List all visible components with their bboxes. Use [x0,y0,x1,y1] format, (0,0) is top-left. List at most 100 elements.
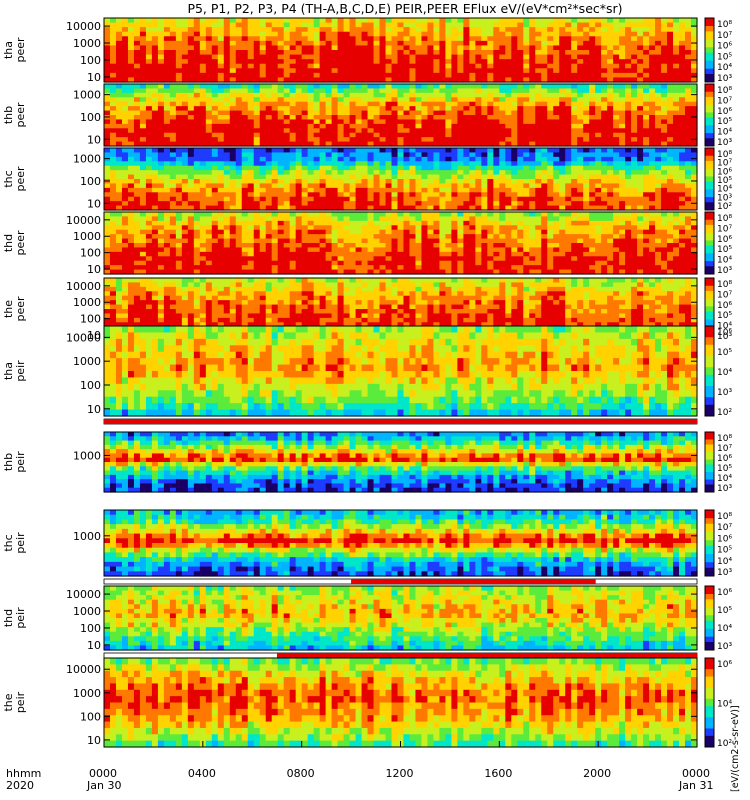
heat-cell [499,165,506,171]
heat-cell [211,22,219,28]
heat-cell [163,128,171,134]
heat-cell [361,260,369,266]
heat-cell [229,269,237,275]
heat-cell [289,265,297,271]
heat-cell [625,132,632,138]
heat-cell [493,123,500,129]
heat-cell [169,201,177,207]
heat-cell [175,123,183,129]
heat-cell [175,161,183,167]
heat-cell [607,77,614,83]
heat-cell [109,88,117,94]
heat-cell [295,84,303,90]
heat-cell [259,36,267,42]
heat-cell [313,101,321,107]
heat-cell [367,22,375,28]
heat-cell [331,36,339,42]
heat-cell [523,54,530,60]
heat-cell [373,27,381,33]
heat-cell [265,269,273,275]
heat-cell [685,152,692,158]
heat-cell [673,165,680,171]
heat-cell [379,18,387,24]
heat-cell [661,106,668,112]
heat-cell [433,54,441,60]
heat-cell [349,170,357,176]
heat-cell [205,27,213,33]
heat-cell [451,123,458,129]
heat-cell [331,128,339,134]
heat-cell [685,36,692,42]
heat-cell [205,101,213,107]
heat-cell [139,115,147,121]
heat-cell [661,187,668,193]
heat-cell [331,187,339,193]
heat-cell [259,220,267,226]
heat-cell [463,165,470,171]
heat-cell [181,238,189,244]
heat-cell [643,132,650,138]
heat-cell [583,183,590,189]
heat-cell [535,50,542,56]
heat-cell [199,72,207,79]
heat-cell [499,115,506,121]
heat-cell [667,18,674,24]
heat-cell [673,174,680,180]
heat-cell [421,77,429,83]
heat-cell [451,179,458,185]
heat-cell [253,148,261,154]
heat-cell [295,251,303,257]
heat-cell [145,106,153,112]
heat-cell [127,45,135,51]
heat-cell [547,84,554,90]
heat-cell [361,123,369,129]
heat-cell [241,119,249,125]
heat-cell [625,18,632,24]
heat-cell [349,205,357,211]
heat-cell [343,77,351,83]
heat-cell [253,40,261,47]
heat-cell [487,31,494,37]
heat-cell [595,156,602,162]
heat-cell [613,72,620,79]
heat-cell [403,183,411,189]
heat-cell [691,92,698,98]
heat-cell [241,106,249,112]
heat-cell [469,174,476,180]
heat-cell [127,63,135,69]
heat-cell [559,59,566,65]
heat-cell [325,148,333,154]
heat-cell [169,101,177,107]
heat-cell [559,201,566,207]
heat-cell [385,234,393,240]
heat-cell [415,165,423,171]
heat-cell [355,229,363,235]
heat-cell [511,137,518,143]
heat-cell [667,137,674,143]
heat-cell [319,212,327,218]
heat-cell [163,22,171,28]
tha-peer-ytick-label: 1000 [73,37,101,50]
heat-cell [607,18,614,24]
heat-cell [607,110,614,116]
heat-cell [427,88,435,94]
heat-cell [319,148,327,154]
thb-peer-ytick-label: 10 [87,133,101,146]
heat-cell [661,115,668,121]
heat-cell [403,201,411,207]
heat-cell [211,201,219,207]
heat-cell [139,196,147,202]
heat-cell [229,77,237,83]
heat-cell [415,54,423,60]
heat-cell [421,192,429,198]
heat-cell [499,36,506,42]
heat-cell [259,115,267,121]
heat-cell [349,260,357,266]
heat-cell [127,225,135,231]
heat-cell [367,141,375,147]
heat-cell [631,161,638,167]
heat-cell [205,187,213,193]
heat-cell [104,45,111,51]
heat-cell [181,141,189,147]
heat-cell [529,106,536,112]
